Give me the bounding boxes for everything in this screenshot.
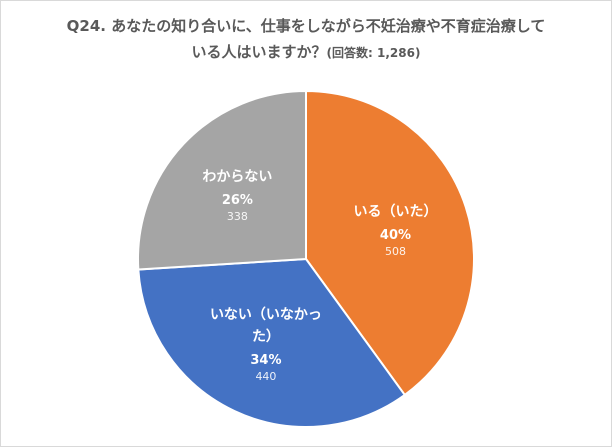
pie-slice [305,89,475,397]
slice-label: いる（いた） 40% 508 [335,201,455,259]
chart-title: Q24. あなたの知り合いに、仕事をしながら不妊治療や不育症治療している人はいま… [66,17,546,61]
slice-label: いない（いなかった） 34% 440 [206,304,326,384]
value-label: 26% [221,192,253,208]
value-label: 40% [379,227,412,243]
count-label: 440 [255,370,277,384]
value-label: 34% [250,353,282,369]
category-label: いる（いた） [353,203,438,220]
slice-label: わからない 26% 338 [177,166,297,224]
category-label: いない（いなかった） [209,307,322,346]
chart-title-block: Q24. あなたの知り合いに、仕事をしながら不妊治療や不育症治療している人はいま… [63,13,549,66]
pie-slice [137,257,407,428]
pie-slice [137,89,307,271]
category-label: わからない [202,168,273,185]
chart-subtitle: (回答数: 1,286) [326,46,421,60]
count-label: 338 [226,209,248,223]
count-label: 508 [384,244,406,258]
